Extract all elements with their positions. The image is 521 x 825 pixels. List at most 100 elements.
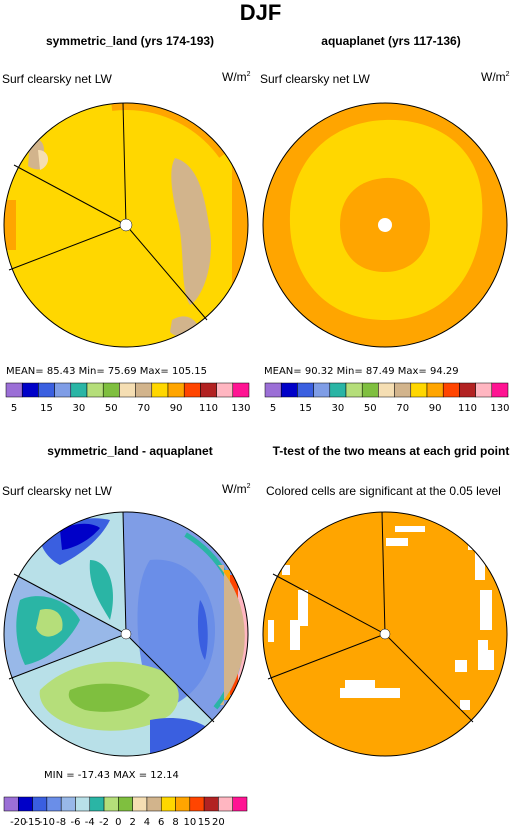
panel3-stats: MIN = -17.43 MAX = 12.14 — [44, 770, 179, 781]
panel2-border — [262, 102, 508, 348]
panel4-border — [262, 511, 508, 757]
panel3-units-label: W/m2 — [222, 482, 251, 496]
panel3-border — [3, 511, 249, 757]
colorbar-swatch — [160, 796, 176, 812]
panel4-sector-lines — [267, 511, 474, 723]
colorbar-swatch — [345, 382, 363, 398]
colorbar-tick-label: 130 — [231, 403, 250, 414]
panel3-pole — [120, 628, 132, 640]
colorbar-swatch — [38, 382, 55, 398]
panel4-title: T-test of the two means at each grid poi… — [272, 444, 510, 458]
colorbar-swatch — [394, 382, 412, 398]
panel1-variable-label: Surf clearsky net LW — [2, 72, 112, 86]
colorbar-tick-label: 8 — [172, 817, 178, 825]
colorbar-tick-label: 5 — [270, 403, 276, 414]
colorbar-tick-label: -8 — [56, 817, 66, 825]
colorbar-swatch — [491, 382, 509, 398]
colorbar-swatch — [32, 796, 48, 812]
colorbar-tick-label: -6 — [70, 817, 80, 825]
colorbar-swatch — [218, 796, 233, 812]
colorbar-swatch — [297, 382, 314, 398]
panel2-colorbar: 5 15 30 50 70 90 110 130 — [264, 382, 509, 414]
colorbar-swatch — [426, 382, 444, 398]
colorbar-swatch — [175, 796, 191, 812]
panel2-variable-label: Surf clearsky net LW — [260, 72, 370, 86]
colorbar-swatch — [189, 796, 205, 812]
colorbar-swatch — [3, 796, 19, 812]
colorbar-tick-label: 10 — [183, 817, 196, 825]
colorbar-tick-label: 6 — [158, 817, 164, 825]
colorbar-swatch — [329, 382, 347, 398]
colorbar-tick-label: 50 — [105, 403, 118, 414]
panel1-border — [3, 102, 249, 348]
colorbar-swatch — [475, 382, 493, 398]
colorbar-tick-label: 15 — [198, 817, 211, 825]
panel2-title: aquaplanet (yrs 117-136) — [321, 34, 461, 48]
colorbar-swatch — [151, 382, 169, 398]
colorbar-tick-label: 110 — [458, 403, 477, 414]
panel3-title: symmetric_land - aquaplanet — [47, 444, 213, 458]
colorbar-tick-label: 30 — [73, 403, 86, 414]
colorbar-swatch — [203, 796, 219, 812]
panel3-colorbar: -20-15-10 -8 -6 -4 -2 0 2 4 6 8 10 15 20 — [3, 796, 248, 825]
colorbar-swatch — [442, 382, 460, 398]
colorbar-tick-label: -15 — [24, 817, 40, 825]
panel2-units-label: W/m2 — [481, 70, 510, 84]
colorbar-swatch — [70, 382, 88, 398]
colorbar-swatch — [18, 796, 33, 812]
panel2-map — [263, 103, 507, 347]
colorbar-swatch — [54, 382, 72, 398]
colorbar-tick-label: 15 — [299, 403, 312, 414]
colorbar-tick-label: 0 — [115, 817, 121, 825]
colorbar-swatch — [459, 382, 476, 398]
colorbar-tick-label: 70 — [137, 403, 150, 414]
colorbar-swatch — [75, 796, 91, 812]
colorbar-swatch — [60, 796, 76, 812]
panel1-sector-lines — [8, 102, 208, 321]
colorbar-swatch — [410, 382, 428, 398]
colorbar-swatch — [378, 382, 395, 398]
colorbar-tick-label: -10 — [39, 817, 55, 825]
colorbar-swatch — [361, 382, 379, 398]
panel1-stats: MEAN= 85.43 Min= 75.69 Max= 105.15 — [6, 366, 207, 377]
panel2-stats: MEAN= 90.32 Min= 87.49 Max= 94.29 — [264, 366, 459, 377]
colorbar-swatch — [183, 382, 201, 398]
colorbar-tick-label: 4 — [144, 817, 150, 825]
colorbar-swatch — [21, 382, 39, 398]
colorbar-tick-label: 30 — [332, 403, 345, 414]
colorbar-swatch — [89, 796, 105, 812]
colorbar-swatch — [232, 382, 250, 398]
panel1-units-label: W/m2 — [222, 70, 251, 84]
colorbar-swatch — [86, 382, 104, 398]
colorbar-tick-label: -2 — [99, 817, 109, 825]
panel1-pole — [119, 218, 133, 232]
colorbar-swatch — [135, 382, 153, 398]
colorbar-swatch — [313, 382, 331, 398]
panel1-colorbar: 5 15 30 50 70 90 110 130 — [5, 382, 250, 414]
colorbar-tick-label: 50 — [364, 403, 377, 414]
colorbar-swatch — [167, 382, 185, 398]
colorbar-swatch — [232, 796, 248, 812]
colorbar-tick-label: 2 — [129, 817, 135, 825]
colorbar-swatch — [200, 382, 217, 398]
colorbar-swatch — [216, 382, 234, 398]
panel4-significance-note: Colored cells are significant at the 0.0… — [266, 484, 501, 498]
colorbar-tick-label: 90 — [170, 403, 183, 414]
colorbar-tick-label: 130 — [490, 403, 509, 414]
colorbar-swatch — [103, 796, 119, 812]
colorbar-swatch — [118, 796, 133, 812]
colorbar-tick-label: -20 — [10, 817, 26, 825]
colorbar-swatch — [119, 382, 136, 398]
colorbar-tick-label: 5 — [11, 403, 17, 414]
colorbar-tick-label: 110 — [199, 403, 218, 414]
colorbar-swatch — [46, 796, 62, 812]
colorbar-swatch — [146, 796, 162, 812]
colorbar-swatch — [5, 382, 23, 398]
colorbar-tick-label: 70 — [396, 403, 409, 414]
colorbar-swatch — [280, 382, 298, 398]
colorbar-tick-label: 15 — [40, 403, 53, 414]
colorbar-tick-label: 20 — [212, 817, 225, 825]
colorbar-tick-label: -4 — [85, 817, 95, 825]
panel4-nonsignificant-cells — [268, 518, 494, 710]
